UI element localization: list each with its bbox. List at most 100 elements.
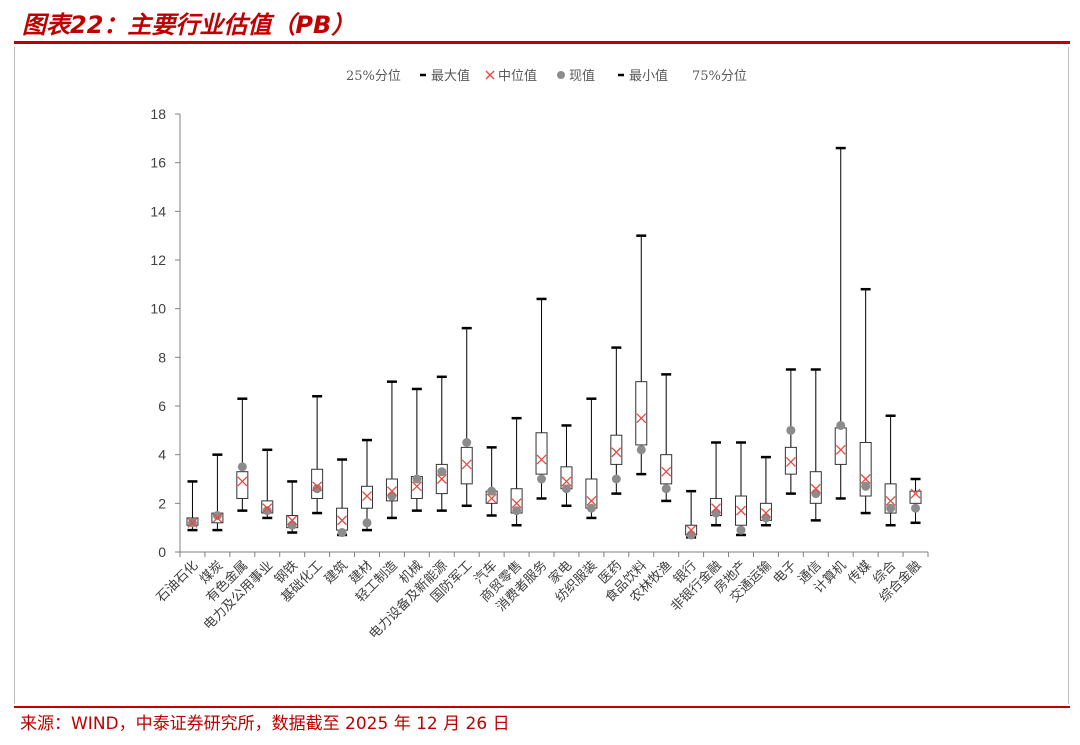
chart-legend: 25%分位 最大值 中位值 现值 最小值 75%分位 xyxy=(346,68,747,84)
current-value-dot xyxy=(836,420,846,430)
current-value-dot xyxy=(586,503,596,513)
legend-median-swatch xyxy=(485,70,495,80)
box-5 xyxy=(286,480,299,534)
legend-item-min: 最小值 xyxy=(618,68,668,84)
legend-item-q1: 25%分位 xyxy=(346,69,401,84)
box-3 xyxy=(236,397,249,512)
median-marker xyxy=(561,476,572,487)
iqr-box xyxy=(884,483,897,514)
current-value-dot xyxy=(437,467,447,477)
current-value-dot xyxy=(886,503,896,513)
median-marker xyxy=(486,493,497,504)
median-marker xyxy=(312,481,323,492)
legend-item-median: 中位值 xyxy=(485,68,537,84)
legend-item-current: 现值 xyxy=(557,68,595,84)
legend-label: 最大值 xyxy=(431,68,470,84)
median-marker xyxy=(636,413,647,424)
current-value-dot xyxy=(312,484,322,494)
current-value-dot xyxy=(487,486,497,496)
box-25 xyxy=(784,368,797,495)
iqr-box xyxy=(610,434,623,465)
y-tick-label: 2 xyxy=(158,495,166,511)
current-value-dot xyxy=(711,508,721,518)
box-26 xyxy=(809,368,822,522)
legend-label: 75%分位 xyxy=(692,69,747,84)
median-marker xyxy=(810,483,821,494)
median-marker xyxy=(511,498,522,509)
iqr-box xyxy=(635,381,648,446)
legend-label: 中位值 xyxy=(498,68,537,84)
iqr-box xyxy=(809,471,822,504)
current-value-dot xyxy=(237,462,247,472)
source-note: 来源：WIND，中泰证券研究所，数据截至 2025 年 12 月 26 日 xyxy=(20,714,510,734)
category-labels: 石油石化煤炭有色金属电力及公用事业钢铁基础化工建筑建材轻工制造机械电力设备及新能… xyxy=(154,558,924,643)
current-value-dot xyxy=(512,506,522,516)
category-label: 电子 xyxy=(771,558,800,587)
median-marker xyxy=(461,459,472,470)
source-rule xyxy=(14,706,1070,708)
iqr-box xyxy=(660,454,673,485)
box-30 xyxy=(909,477,922,525)
box-28 xyxy=(859,287,872,515)
box-12 xyxy=(460,326,473,508)
title-rule xyxy=(14,41,1070,44)
current-value-dot xyxy=(537,474,547,484)
iqr-box xyxy=(909,490,922,504)
y-tick-label: 6 xyxy=(158,398,166,414)
current-value-dot xyxy=(636,445,646,455)
chart-panel xyxy=(14,47,1069,704)
y-tick-label: 10 xyxy=(150,301,166,317)
current-value-dot xyxy=(761,513,771,523)
box-29 xyxy=(884,414,897,527)
box-9 xyxy=(385,380,398,520)
box-11 xyxy=(435,375,448,512)
box-13 xyxy=(485,446,498,517)
iqr-box xyxy=(535,432,548,475)
y-tick-label: 0 xyxy=(158,544,166,560)
category-label: 建筑 xyxy=(321,558,351,588)
box-21 xyxy=(685,489,698,540)
y-tick-label: 14 xyxy=(150,203,166,219)
median-marker xyxy=(885,495,896,506)
iqr-box xyxy=(460,446,473,485)
iqr-box xyxy=(385,478,398,502)
box-1 xyxy=(186,480,199,532)
box-4 xyxy=(261,448,274,520)
legend-label: 现值 xyxy=(569,68,595,84)
current-value-dot xyxy=(362,518,372,528)
box-17 xyxy=(585,397,598,520)
current-value-dot xyxy=(911,503,921,513)
median-marker xyxy=(785,457,796,467)
current-value-dot xyxy=(786,425,796,435)
box-14 xyxy=(510,416,523,527)
median-marker xyxy=(686,525,697,536)
iqr-box xyxy=(784,446,797,475)
iqr-box xyxy=(336,507,349,531)
box-6 xyxy=(311,395,324,515)
current-value-dot xyxy=(686,530,696,540)
median-marker xyxy=(611,447,622,458)
box-22 xyxy=(710,441,723,527)
category-label: 传媒 xyxy=(845,558,874,587)
median-marker xyxy=(212,512,223,523)
box-8 xyxy=(361,438,373,532)
iqr-box xyxy=(311,468,324,499)
median-marker xyxy=(661,466,672,477)
box-24 xyxy=(759,455,772,527)
box-15 xyxy=(535,297,548,500)
current-value-dot xyxy=(561,484,571,494)
y-tick-label: 4 xyxy=(158,447,166,463)
median-marker xyxy=(760,508,771,519)
current-value-dot xyxy=(811,489,821,499)
current-value-dot xyxy=(462,438,472,447)
median-marker xyxy=(411,481,422,492)
iqr-box xyxy=(859,442,872,497)
iqr-box xyxy=(236,471,249,499)
current-value-dot xyxy=(661,484,671,494)
median-marker xyxy=(536,454,547,465)
box-7 xyxy=(336,458,349,538)
median-marker xyxy=(835,444,846,455)
y-tick-label: 16 xyxy=(150,155,166,171)
median-marker xyxy=(436,474,447,484)
